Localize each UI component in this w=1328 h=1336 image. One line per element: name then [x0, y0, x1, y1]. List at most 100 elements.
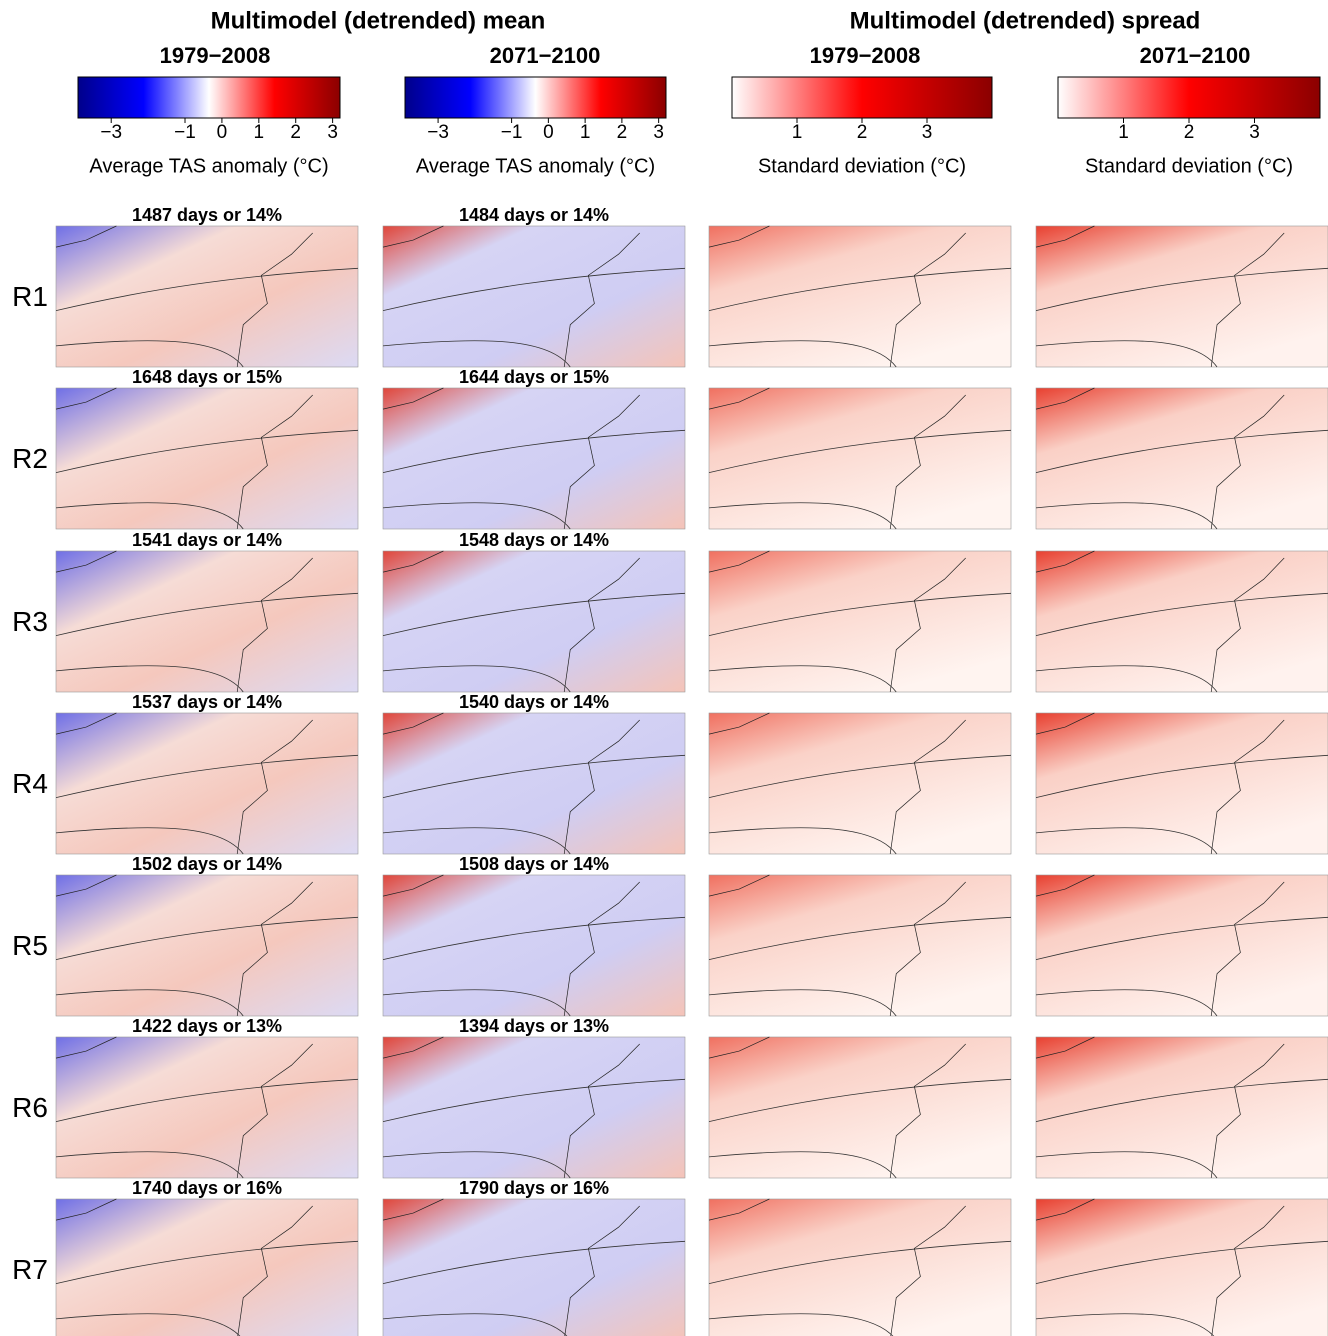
- contour-line: [708, 1240, 1012, 1284]
- coastline: [55, 1036, 313, 1179]
- panel-title: 1537 days or 14%: [132, 692, 282, 712]
- map-panel: [1035, 387, 1328, 530]
- period-title: 2071−2100: [490, 43, 601, 68]
- map-panel: [708, 1198, 1012, 1336]
- coastline: [382, 1198, 640, 1336]
- contour-line: [1035, 1240, 1328, 1284]
- colorbar-tick-label: 1: [792, 122, 803, 143]
- contour-line: [708, 340, 897, 368]
- colorbar-tick-label: 1: [1118, 122, 1129, 143]
- map-panel: [1035, 1198, 1328, 1336]
- map-panel: [382, 874, 686, 1017]
- map-panel: [1035, 225, 1328, 368]
- row-label: R6: [12, 1092, 48, 1123]
- coastline: [708, 1198, 966, 1336]
- period-title: 2071−2100: [1140, 43, 1251, 68]
- map-panel: [1035, 1036, 1328, 1179]
- map-panel: [55, 1198, 359, 1336]
- coastline: [1035, 1198, 1285, 1336]
- contour-line: [55, 340, 244, 368]
- contour-line: [708, 916, 1012, 960]
- group-title: Multimodel (detrended) mean: [211, 7, 546, 34]
- colorbar-tick-label: 3: [1249, 122, 1260, 143]
- map-panel: [708, 1036, 1012, 1179]
- contour-line: [708, 592, 1012, 636]
- map-panel: [382, 712, 686, 855]
- contour-line: [382, 340, 571, 368]
- panel-title: 1484 days or 14%: [459, 205, 609, 225]
- colorbar: [731, 76, 993, 119]
- map-panel: [382, 1198, 686, 1336]
- colorbar-tick-label: 3: [327, 122, 338, 143]
- contour-line: [1035, 429, 1328, 473]
- contour-line: [1035, 916, 1328, 960]
- map-panel: [55, 387, 359, 530]
- contour-line: [1035, 1151, 1218, 1179]
- coastline: [1035, 1036, 1285, 1179]
- contour-line: [382, 916, 686, 960]
- row-label: R3: [12, 606, 48, 637]
- contour-line: [55, 267, 359, 311]
- row-label: R4: [12, 768, 48, 799]
- map-panel: [55, 1036, 359, 1179]
- panel-title: 1644 days or 15%: [459, 367, 609, 387]
- panel-title: 1541 days or 14%: [132, 530, 282, 550]
- contour-line: [382, 665, 571, 693]
- map-panel: [1035, 874, 1328, 1017]
- contour-line: [1035, 592, 1328, 636]
- colorbar-label: Standard deviation (°C): [1085, 155, 1293, 177]
- contour-line: [1035, 1313, 1215, 1336]
- coastline: [708, 874, 966, 1017]
- colorbar-tick-label: 2: [1184, 122, 1195, 143]
- coastline: [382, 874, 640, 1017]
- coastline: [1035, 874, 1285, 1017]
- panel-title: 1540 days or 14%: [459, 692, 609, 712]
- coastline: [708, 387, 966, 530]
- coastline: [1035, 550, 1285, 693]
- contour-line: [708, 754, 1012, 798]
- contour-line: [1035, 502, 1218, 530]
- coastline: [382, 712, 640, 855]
- contour-line: [1035, 754, 1328, 798]
- contour-line: [708, 665, 897, 693]
- contour-line: [382, 1078, 686, 1122]
- contour-line: [55, 1313, 241, 1336]
- panel-title: 1648 days or 15%: [132, 367, 282, 387]
- contour-line: [708, 827, 897, 855]
- contour-line: [55, 754, 359, 798]
- map-panel: [382, 387, 686, 530]
- map-panel: [708, 874, 1012, 1017]
- period-title: 1979−2008: [810, 43, 921, 68]
- coastline: [1035, 387, 1285, 530]
- panel-title: 1502 days or 14%: [132, 854, 282, 874]
- colorbar-tick-label: 0: [217, 122, 228, 143]
- contour-line: [708, 502, 897, 530]
- coastline: [708, 225, 966, 368]
- coastline: [708, 1036, 966, 1179]
- contour-line: [1035, 665, 1218, 693]
- colorbar-label: Average TAS anomaly (°C): [89, 155, 328, 177]
- coastline: [1035, 712, 1285, 855]
- row-label: R7: [12, 1254, 48, 1285]
- colorbar-label: Average TAS anomaly (°C): [416, 155, 655, 177]
- colorbar-tick-label: 1: [254, 122, 265, 143]
- contour-line: [55, 665, 244, 693]
- contour-line: [382, 592, 686, 636]
- contour-line: [1035, 267, 1328, 311]
- colorbar: [1057, 76, 1321, 119]
- map-panel: [708, 550, 1012, 693]
- map-panel: [55, 550, 359, 693]
- colorbar-tick-label: 1: [580, 122, 591, 143]
- contour-line: [55, 502, 244, 530]
- coastline: [55, 874, 313, 1017]
- contour-line: [1035, 340, 1218, 368]
- row-label: R1: [12, 281, 48, 312]
- panel-title: 1487 days or 14%: [132, 205, 282, 225]
- group-title: Multimodel (detrended) spread: [850, 7, 1201, 34]
- coastline: [382, 387, 640, 530]
- panel-title: 1508 days or 14%: [459, 854, 609, 874]
- contour-line: [382, 989, 571, 1017]
- coastline: [55, 550, 313, 693]
- map-panel: [382, 550, 686, 693]
- contour-line: [382, 1151, 571, 1179]
